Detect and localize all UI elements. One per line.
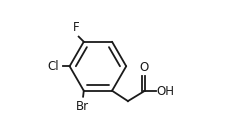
Text: Br: Br <box>76 100 89 113</box>
Text: OH: OH <box>156 85 174 98</box>
Text: Cl: Cl <box>48 60 59 73</box>
Text: O: O <box>139 61 148 74</box>
Text: F: F <box>73 21 79 34</box>
